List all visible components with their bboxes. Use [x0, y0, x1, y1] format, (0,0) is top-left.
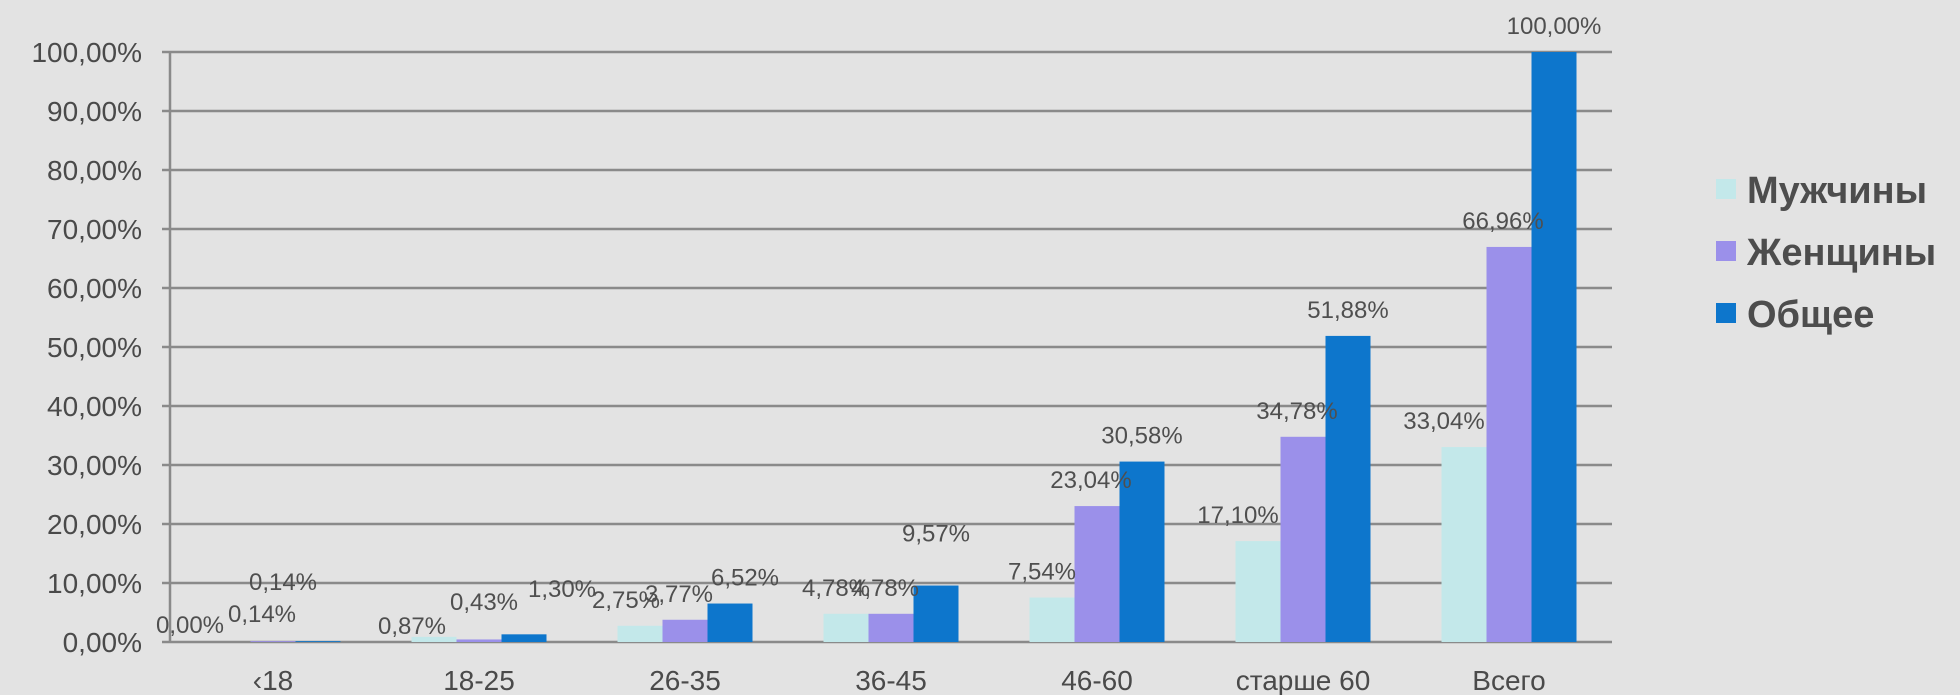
data-label: 7,54% [1008, 559, 1076, 586]
x-axis-categories: ‹18 18-25 26-35 36-45 46-60 старше 60 Всего [253, 665, 1546, 695]
bar-total [1325, 335, 1371, 642]
legend-label: Мужчины [1747, 170, 1927, 212]
y-axis-ticks: 0,00% 10,00% 20,00% 30,00% 40,00% 50,00% 60,00… [31, 37, 142, 658]
bar-total [1119, 461, 1165, 642]
bar-women [868, 613, 914, 642]
bar-total [501, 634, 547, 642]
y-tick-label: 70,00% [47, 214, 142, 245]
bar-men [1029, 597, 1075, 642]
data-label: 1,30% [528, 576, 596, 603]
x-category-label: 18-25 [443, 665, 515, 695]
data-label: 3,77% [645, 581, 713, 608]
data-label: 30,58% [1101, 423, 1182, 450]
data-label: 23,04% [1050, 467, 1131, 494]
bar-women [1074, 506, 1120, 642]
x-category-label: 46-60 [1061, 665, 1133, 695]
bar-men [411, 636, 457, 642]
legend-label: Общее [1747, 294, 1874, 336]
data-label: 4,78% [802, 575, 870, 602]
bar-men [1235, 541, 1281, 642]
data-label: 0,14% [249, 569, 317, 596]
data-label: 0,43% [450, 589, 518, 616]
y-tick-label: 20,00% [47, 509, 142, 540]
y-tick-label: 50,00% [47, 332, 142, 363]
bar-total [1531, 52, 1577, 642]
data-label: 2,75% [592, 587, 660, 614]
x-category-label: 36-45 [855, 665, 927, 695]
data-label: 0,00% [156, 612, 224, 639]
y-tick-label: 40,00% [47, 391, 142, 422]
bar-women [662, 619, 708, 642]
bar-total [913, 585, 959, 642]
bar-men [823, 613, 869, 642]
y-tick-label: 30,00% [47, 450, 142, 481]
data-label: 6,52% [711, 565, 779, 592]
data-labels: 0,00% 0,14%0,14%0,87%0,43% 1,30%2,75%3,77%… [156, 13, 1601, 640]
legend-swatch [1716, 303, 1736, 323]
y-tick-label: 90,00% [47, 96, 142, 127]
data-label: 4,78% [851, 575, 919, 602]
x-category-label: 26-35 [649, 665, 721, 695]
x-category-label: Всего [1472, 665, 1545, 695]
bar-women [456, 639, 502, 642]
data-label: 17,10% [1197, 502, 1278, 529]
y-tick-label: 100,00% [31, 37, 142, 68]
data-label: 0,87% [378, 613, 446, 640]
bar-men [1441, 447, 1487, 642]
data-label: 33,04% [1403, 408, 1484, 435]
data-label: 51,88% [1307, 297, 1388, 324]
legend-swatch [1716, 179, 1736, 199]
x-category-label: ‹18 [253, 665, 293, 695]
bar-total [707, 603, 753, 642]
y-tick-label: 80,00% [47, 155, 142, 186]
gridlines [162, 50, 1612, 644]
bar-total [295, 641, 341, 642]
bar-women [250, 641, 296, 642]
legend: Мужчины Женщины Общее [1716, 170, 1936, 336]
y-tick-label: 10,00% [47, 568, 142, 599]
bar-men [617, 625, 663, 642]
legend-label: Женщины [1746, 232, 1936, 274]
bar-women [1280, 436, 1326, 642]
legend-swatch [1716, 241, 1736, 261]
data-label: 100,00% [1507, 13, 1602, 40]
data-label: 0,14% [228, 601, 296, 628]
bars [250, 52, 1577, 642]
bar-women [1486, 246, 1532, 642]
x-category-label: старше 60 [1236, 665, 1371, 695]
data-label: 66,96% [1462, 208, 1543, 235]
y-tick-label: 60,00% [47, 273, 142, 304]
data-label: 34,78% [1256, 398, 1337, 425]
y-tick-label: 0,00% [63, 627, 142, 658]
data-label: 9,57% [902, 521, 970, 548]
